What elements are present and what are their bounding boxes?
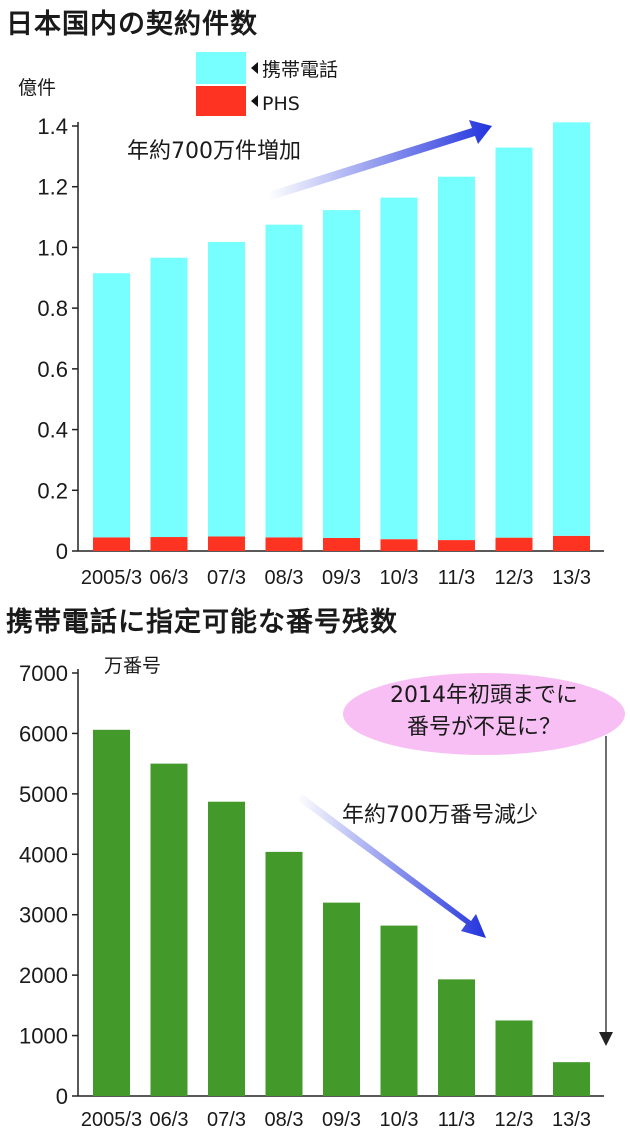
chart1-bar-mobile — [495, 147, 533, 538]
chart2-y-tick-label: 3000 — [19, 903, 68, 928]
chart1-x-tick-label: 12/3 — [495, 567, 534, 589]
chart1-bar-phs — [265, 537, 303, 551]
chart1-y-tick-label: 0.2 — [37, 478, 68, 503]
callout-line-1: 2014年初頭までに — [390, 683, 578, 708]
chart1-bar-mobile — [150, 257, 188, 538]
callout-line-2: 番号が不足に？ — [407, 715, 561, 740]
legend-pointer-icon — [251, 95, 258, 107]
chart2-bar — [93, 729, 130, 1096]
chart1-bar-mobile — [553, 122, 590, 536]
legend-label-phs: PHS — [262, 93, 300, 115]
legend-swatch-phs — [196, 86, 246, 116]
chart2-bar — [380, 925, 418, 1096]
chart2-y-tick-label: 1000 — [19, 1024, 68, 1049]
legend-label-mobile: 携帯電話 — [262, 59, 338, 81]
chart2-y-tick-label: 2000 — [19, 963, 68, 988]
chart2-x-tick-label: 12/3 — [495, 1109, 534, 1131]
chart2-annotation: 年約700万番号減少 — [342, 803, 538, 828]
chart2-y-tick-label: 6000 — [19, 721, 68, 746]
chart2-bar — [208, 801, 245, 1096]
chart2-bar — [438, 979, 475, 1096]
chart2-x-tick-label: 07/3 — [207, 1109, 246, 1131]
chart2-bar — [323, 902, 360, 1096]
chart2-x-tick-label: 13/3 — [552, 1109, 591, 1131]
chart1-bar-phs — [93, 537, 130, 551]
chart1-bar-phs — [438, 540, 475, 551]
chart1-annotation: 年約700万件増加 — [127, 139, 301, 164]
callout-pointer-arrowhead — [599, 1032, 613, 1046]
chart2-bar — [150, 763, 188, 1096]
chart1-bar-phs — [495, 537, 533, 551]
chart1-bar-mobile — [380, 197, 418, 540]
callout-bubble — [343, 673, 625, 755]
chart1-y-tick-label: 1.2 — [37, 175, 68, 200]
chart1-bar-phs — [208, 536, 245, 551]
chart1-x-tick-label: 13/3 — [552, 567, 591, 589]
chart1-x-tick-label: 11/3 — [438, 567, 475, 589]
legend-pointer-icon — [251, 62, 258, 74]
chart2-y-tick-label: 4000 — [19, 842, 68, 867]
chart1-x-tick-label: 2005/3 — [81, 567, 142, 589]
chart1-x-tick-label: 07/3 — [207, 567, 246, 589]
chart1-bar-mobile — [323, 210, 360, 538]
chart1-bar-phs — [150, 537, 188, 551]
chart2-x-tick-label: 10/3 — [380, 1109, 419, 1131]
chart1-x-tick-label: 09/3 — [322, 567, 361, 589]
chart2-bar — [265, 851, 303, 1096]
chart1-x-tick-label: 06/3 — [150, 567, 189, 589]
chart1-y-tick-label: 1.0 — [37, 235, 68, 260]
chart1-bar-mobile — [93, 273, 130, 538]
chart1-x-tick-label: 10/3 — [380, 567, 419, 589]
chart2-x-tick-label: 06/3 — [150, 1109, 189, 1131]
chart2-x-tick-label: 2005/3 — [81, 1109, 142, 1131]
chart1-y-tick-label: 0.6 — [37, 357, 68, 382]
chart1-y-tick-label: 1.4 — [37, 114, 68, 139]
chart1-y-axis-label: 億件 — [18, 77, 56, 99]
chart1-y-tick-label: 0.4 — [37, 418, 68, 443]
chart1-bar-mobile — [265, 224, 303, 538]
chart2-trend-arrow — [297, 794, 486, 938]
chart1-bar-mobile — [438, 176, 475, 541]
chart1-bar-phs — [323, 537, 360, 551]
chart1-y-tick-label: 0 — [56, 539, 68, 564]
chart1-title: 日本国内の契約件数 — [6, 9, 258, 40]
chart2-y-tick-label: 5000 — [19, 782, 68, 807]
chart2-x-tick-label: 11/3 — [438, 1109, 475, 1131]
chart1-trend-arrow — [268, 120, 492, 200]
chart2-y-tick-label: 7000 — [19, 661, 68, 686]
chart1-bar-phs — [553, 535, 590, 551]
chart2-x-tick-label: 08/3 — [265, 1109, 304, 1131]
chart2-x-tick-label: 09/3 — [322, 1109, 361, 1131]
chart1-y-tick-label: 0.8 — [37, 296, 68, 321]
chart2-bar — [495, 1020, 533, 1096]
chart2-bar — [553, 1062, 590, 1096]
chart2-title: 携帯電話に指定可能な番号残数 — [6, 607, 398, 638]
chart1-bar-phs — [380, 539, 418, 551]
chart1-x-tick-label: 08/3 — [265, 567, 304, 589]
legend-swatch-mobile — [196, 52, 246, 84]
chart1-bar-mobile — [208, 241, 245, 537]
chart2-y-axis-label: 万番号 — [104, 655, 161, 677]
chart2-y-tick-label: 0 — [56, 1084, 68, 1109]
